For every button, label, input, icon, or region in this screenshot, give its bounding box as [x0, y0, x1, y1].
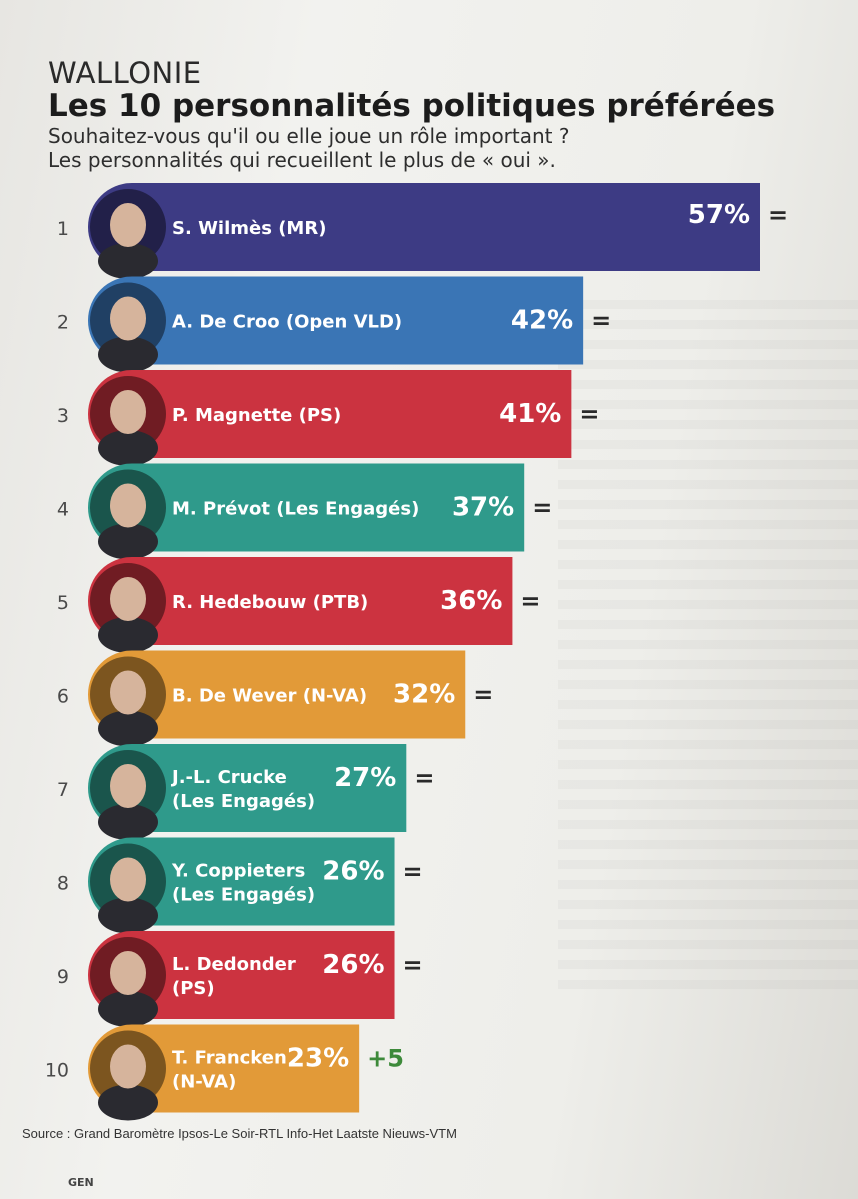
bar — [88, 370, 572, 458]
portrait-face — [110, 670, 146, 715]
portrait-face — [110, 203, 146, 247]
bar — [88, 744, 407, 832]
portrait-face — [110, 1044, 146, 1089]
value-label: 57% — [688, 200, 750, 230]
bar — [88, 463, 525, 552]
bar-label: L. Dedonder — [172, 954, 296, 975]
portrait-face — [110, 296, 146, 341]
rank-number: 9 — [57, 966, 69, 988]
portrait-shoulders — [98, 1084, 158, 1121]
bar-label: (Les Engagés) — [172, 791, 315, 812]
change-indicator: = — [403, 858, 423, 886]
bar-label: J.-L. Crucke — [170, 767, 287, 788]
portrait-shoulders — [98, 804, 158, 840]
change-indicator: = — [768, 201, 788, 229]
rank-number: 7 — [57, 779, 69, 801]
rank-number: 4 — [57, 499, 69, 521]
rank-number: 6 — [57, 686, 69, 708]
value-label: 27% — [334, 763, 396, 793]
change-indicator: = — [579, 400, 599, 428]
rank-number: 8 — [57, 873, 69, 895]
portrait-shoulders — [98, 617, 158, 653]
portrait-shoulders — [98, 336, 158, 373]
value-label: 23% — [287, 1044, 349, 1074]
bar-label: R. Hedebouw (PTB) — [172, 592, 368, 613]
value-label: 26% — [322, 857, 384, 887]
bar-group: 10 T. Francken (N-VA) 23% +5 — [45, 1024, 404, 1121]
portrait-shoulders — [98, 243, 158, 279]
section-footer: GEN — [68, 1176, 94, 1189]
rank-number: 1 — [57, 218, 69, 240]
bar-label: Y. Coppieters — [171, 861, 305, 882]
source-note: Source : Grand Baromètre Ipsos-Le Soir-R… — [22, 1126, 457, 1141]
portrait-shoulders — [98, 897, 158, 934]
bar — [88, 557, 513, 645]
bar-group: 5 R. Hedebouw (PTB) 36% = — [57, 557, 541, 653]
rank-number: 2 — [57, 312, 69, 334]
bar-group: 6 B. De Wever (N-VA) 32% = — [57, 650, 493, 747]
bar-label: S. Wilmès (MR) — [172, 218, 326, 239]
bar-label: (N-VA) — [172, 1072, 236, 1093]
bar-group: 7 J.-L. Crucke (Les Engagés) 27% = — [57, 744, 434, 840]
change-indicator: +5 — [367, 1045, 404, 1073]
portrait-face — [110, 483, 146, 528]
bar — [88, 183, 760, 271]
portrait-face — [110, 764, 146, 808]
rank-number: 10 — [45, 1060, 69, 1082]
bar-group: 8 Y. Coppieters (Les Engagés) 26% = — [57, 837, 423, 934]
bar-label: (Les Engagés) — [172, 885, 315, 906]
bar — [88, 837, 395, 926]
bar — [88, 931, 395, 1019]
change-indicator: = — [414, 764, 434, 792]
bar-label: T. Francken — [172, 1048, 287, 1069]
bar-group: 9 L. Dedonder (PS) 26% = — [57, 931, 423, 1027]
bar-label: M. Prévot (Les Engagés) — [172, 499, 419, 520]
portrait-shoulders — [98, 430, 158, 466]
portrait-face — [110, 857, 146, 902]
change-indicator: = — [591, 307, 611, 335]
chart-subtitle-line-1: Souhaitez-vous qu'il ou elle joue un rôl… — [48, 124, 570, 148]
bar — [88, 276, 584, 365]
bar-group: 4 M. Prévot (Les Engagés) 37% = — [57, 463, 552, 560]
portrait-shoulders — [98, 523, 158, 560]
portrait-face — [110, 577, 146, 621]
value-label: 41% — [499, 399, 561, 429]
rank-number: 5 — [57, 592, 69, 614]
bar-group: 2 A. De Croo (Open VLD) 42% = — [57, 276, 611, 373]
portrait-shoulders — [98, 991, 158, 1027]
change-indicator: = — [473, 681, 493, 709]
value-label: 26% — [322, 950, 384, 980]
value-label: 37% — [452, 493, 514, 523]
portrait-shoulders — [98, 710, 158, 747]
print-bleed-through — [558, 300, 858, 1000]
value-label: 36% — [440, 586, 502, 616]
value-label: 32% — [393, 680, 455, 710]
change-indicator: = — [532, 494, 552, 522]
change-indicator: = — [403, 951, 423, 979]
rank-number: 3 — [57, 405, 69, 427]
region-label: WALLONIE — [48, 56, 202, 90]
portrait-face — [110, 951, 146, 995]
portrait-face — [110, 390, 146, 434]
bar-group: 3 P. Magnette (PS) 41% = — [57, 370, 599, 466]
bar — [88, 650, 466, 739]
change-indicator: = — [520, 587, 540, 615]
chart-title: Les 10 personnalités politiques préférée… — [48, 88, 776, 124]
chart-header: WALLONIE Les 10 personnalités politiques… — [48, 56, 828, 172]
value-label: 42% — [511, 306, 573, 336]
bar-label: P. Magnette (PS) — [172, 405, 341, 426]
chart-subtitle-line-2: Les personnalités qui recueillent le plu… — [48, 148, 556, 172]
bar-group: 1 S. Wilmès (MR) 57% = — [57, 183, 788, 279]
bar-label: B. De Wever (N-VA) — [172, 686, 367, 707]
bar-label: (PS) — [172, 978, 215, 999]
bar-label: A. De Croo (Open VLD) — [172, 312, 402, 333]
